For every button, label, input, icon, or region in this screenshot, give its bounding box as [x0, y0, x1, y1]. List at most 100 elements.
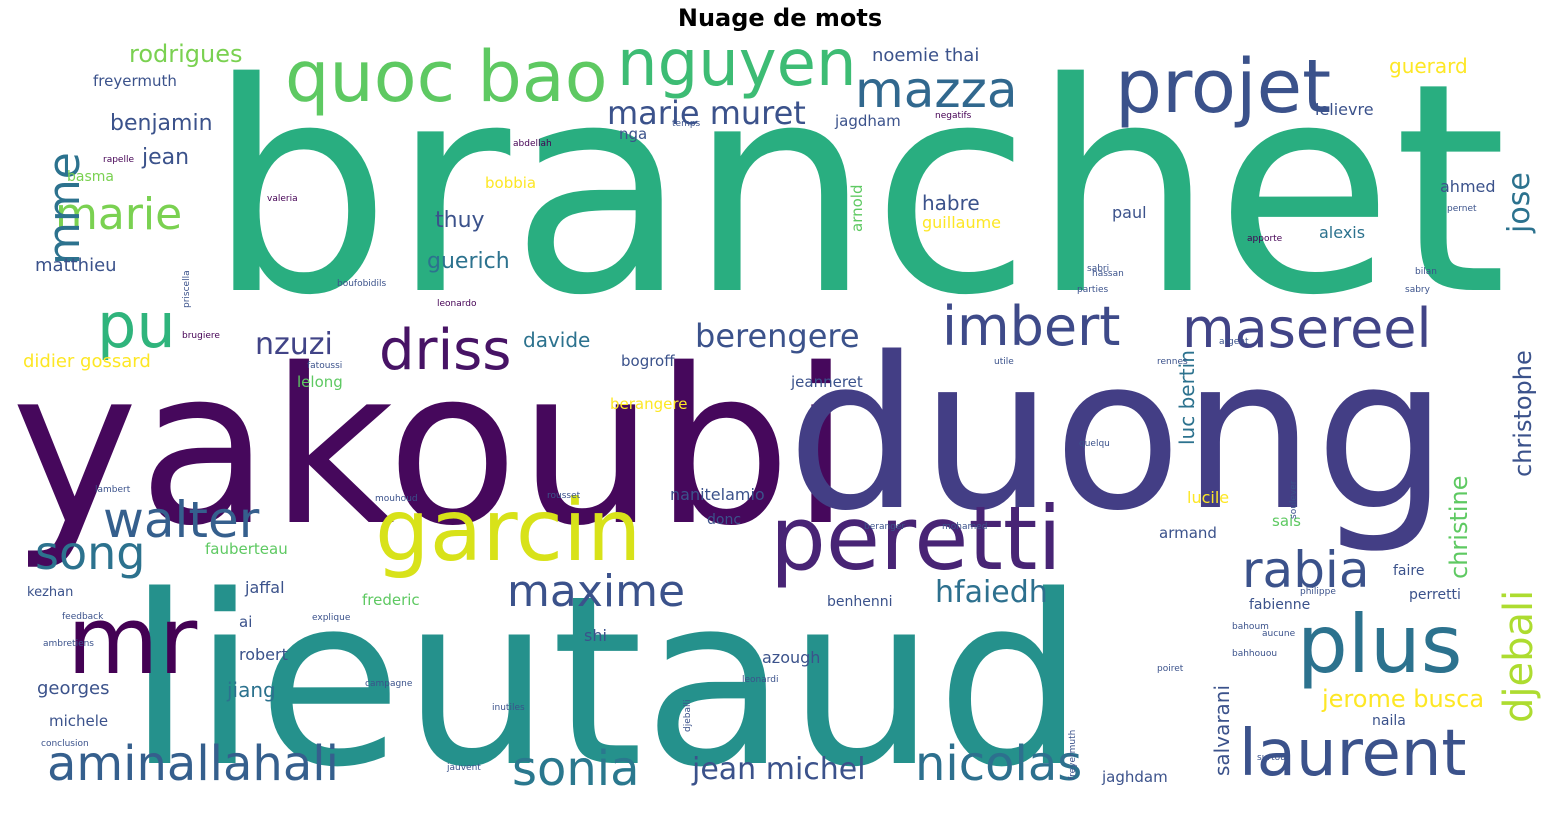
word: perretti	[1409, 587, 1461, 603]
word: lelievre	[1315, 100, 1374, 119]
word: jose	[1502, 172, 1537, 233]
word: berangere	[610, 395, 688, 413]
word: leonardi	[742, 675, 779, 685]
word: poiret	[1157, 664, 1184, 674]
word: negatifs	[935, 111, 972, 121]
word: inutiles	[492, 703, 525, 713]
word: parties	[1077, 285, 1109, 295]
word: bogroff	[621, 352, 675, 370]
word: sonia	[512, 741, 640, 797]
word: arnold	[848, 184, 866, 232]
word: azough	[762, 648, 821, 667]
word: djeballi	[683, 699, 693, 732]
figure-title: Nuage de mots	[677, 4, 883, 32]
word: jaffal	[245, 578, 285, 597]
word: lelong	[297, 373, 343, 391]
word: duong	[787, 312, 1449, 557]
word: jeanneret	[791, 373, 863, 391]
word: alexis	[1319, 223, 1366, 242]
word: mohamed	[942, 522, 988, 532]
word: philippe	[1300, 587, 1336, 597]
word: didier gossard	[23, 351, 151, 372]
word: fabienne	[1249, 597, 1311, 613]
word: salvarani	[1210, 684, 1234, 776]
word: boufobidils	[337, 279, 387, 289]
word: naila	[1372, 713, 1406, 729]
word: quoc bao	[285, 40, 608, 118]
word: peretti	[770, 487, 1062, 590]
word: quelqu	[1079, 439, 1110, 449]
word: guerard	[1389, 54, 1468, 78]
word: benhenni	[827, 594, 893, 610]
word: lambert	[95, 485, 131, 495]
word: sabry	[1405, 285, 1430, 295]
word: ai	[239, 613, 253, 631]
word: djebali	[1496, 589, 1542, 723]
word: feedback	[62, 612, 104, 622]
word: abdellah	[513, 139, 552, 149]
word: marie	[55, 189, 183, 240]
word: marie muret	[607, 94, 806, 132]
word: maxime	[507, 566, 686, 617]
word: mr	[67, 587, 198, 696]
word: rabia	[1242, 541, 1370, 599]
word: brugiere	[182, 331, 220, 341]
word: armand	[1159, 524, 1217, 542]
word: freyermuth	[1068, 729, 1078, 780]
word: sabri	[1087, 264, 1110, 274]
word: nzuzi	[255, 327, 333, 362]
word: shi	[584, 626, 607, 645]
word: kezhan	[27, 585, 74, 600]
word: michele	[49, 712, 109, 730]
word: guerich	[427, 249, 510, 274]
word: projet	[1115, 44, 1332, 130]
word: rapelle	[103, 155, 135, 165]
word: utile	[994, 357, 1014, 367]
word: christine	[1445, 475, 1473, 580]
word: aucune	[1262, 629, 1296, 639]
word: jaghdam	[1102, 768, 1168, 786]
word: rousset	[547, 491, 581, 501]
word: berengere	[695, 317, 860, 355]
word: nguyen	[617, 40, 857, 101]
word: matthieu	[35, 255, 117, 276]
word: conclusion	[41, 739, 89, 749]
word: jean michel	[692, 752, 866, 787]
word: faire	[1393, 563, 1425, 579]
word: pernet	[1447, 204, 1477, 214]
word: rennes	[1157, 357, 1188, 367]
word: garcin	[375, 481, 642, 581]
word: robert	[239, 645, 288, 664]
word: driss	[379, 318, 512, 383]
word: temps	[672, 119, 701, 129]
word: ahmed	[1440, 177, 1496, 196]
word: georges	[37, 678, 110, 699]
word: lieutaud	[127, 546, 1086, 810]
word: fauberteau	[205, 540, 288, 558]
word: jiang	[227, 678, 276, 702]
word: song	[35, 526, 146, 580]
word: davide	[523, 328, 591, 352]
word: mazza	[855, 61, 1018, 119]
word: hfaiedh	[935, 575, 1048, 610]
word: basma	[67, 169, 114, 185]
word: jagdham	[835, 112, 901, 130]
word: ambretiens	[43, 639, 94, 649]
word: sais	[1272, 512, 1301, 530]
word: bahoum	[1232, 622, 1269, 632]
word: imbert	[942, 295, 1121, 358]
word: fatoussi	[307, 361, 343, 371]
word: habre	[922, 191, 980, 215]
word: nanitelamio	[670, 485, 765, 504]
word: masereel	[1182, 297, 1432, 360]
word: priscella	[182, 270, 192, 308]
word: benjamin	[110, 111, 213, 136]
word: guillaume	[922, 213, 1002, 232]
word: nga	[619, 125, 648, 143]
word: jauvent	[447, 763, 481, 773]
word: lucile	[1187, 488, 1230, 507]
word-cloud: branchet yakoubi duong lieutaud garcin p…	[7, 40, 1553, 810]
word: explique	[312, 613, 351, 623]
word: freyermuth	[93, 72, 177, 90]
word: paul	[1112, 203, 1147, 222]
